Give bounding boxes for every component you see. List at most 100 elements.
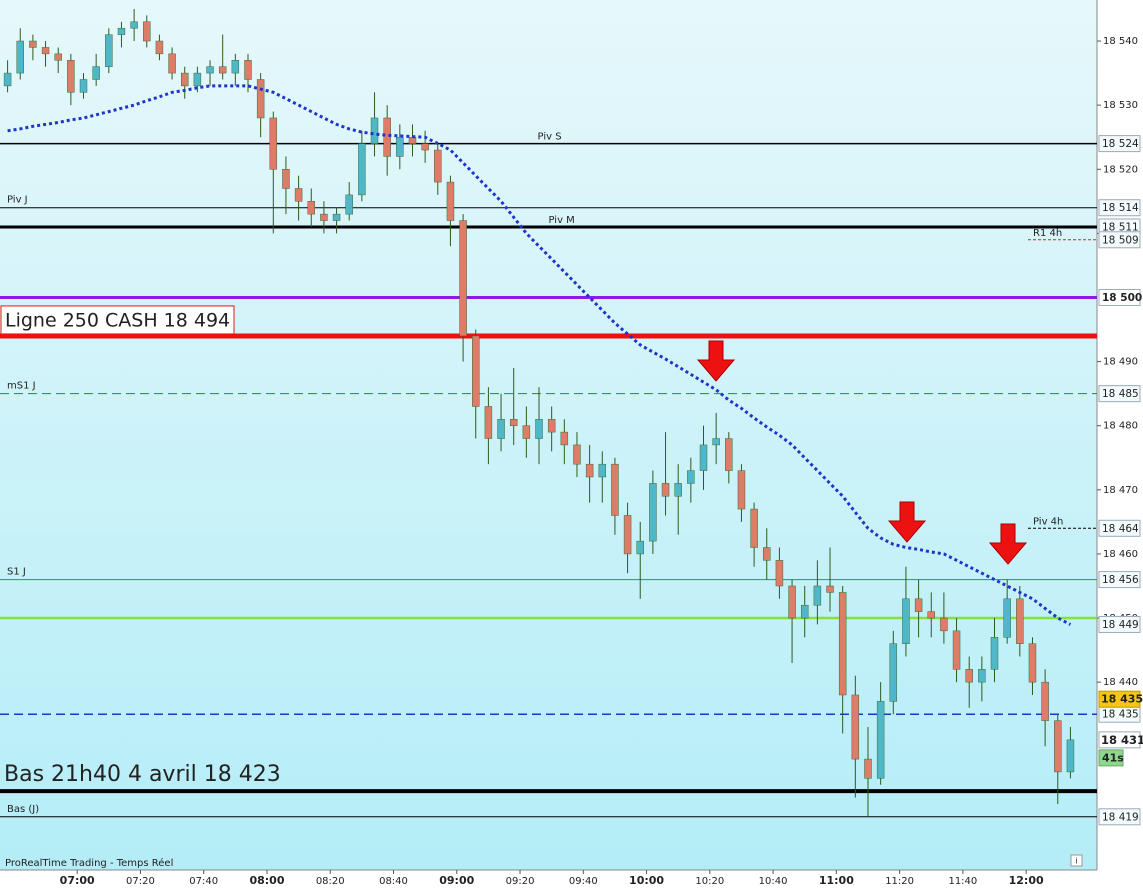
x-tick-label: 12:00 [1009, 874, 1044, 887]
price-box: 18 485 [1098, 385, 1141, 403]
price-box-bg [1098, 385, 1141, 403]
candle-body [889, 643, 898, 702]
price-box-label: 18 456 [1102, 574, 1139, 586]
x-tick-label: 09:20 [506, 876, 535, 887]
time-axis [0, 870, 1097, 889]
level-label: R1 4h [1033, 228, 1062, 239]
price-box: 18 524 [1098, 135, 1141, 153]
candle-body [294, 188, 303, 202]
candle-body [383, 117, 391, 157]
price-box-label: 18 419 [1102, 811, 1139, 823]
price-box: 18 456 [1098, 571, 1141, 589]
candle-body [902, 598, 910, 644]
candle-body [826, 585, 834, 593]
price-box-label: 18 514 [1102, 202, 1139, 214]
candle-body [1016, 598, 1024, 644]
candle-body [193, 72, 202, 87]
candle-body [181, 72, 189, 87]
candle-body [775, 560, 784, 587]
y-tick-label: 18 470 [1103, 485, 1138, 496]
candle-body [244, 60, 252, 80]
level-label: Piv S [538, 132, 562, 143]
moving-average [7, 84, 1072, 626]
x-tick-label: 10:20 [695, 876, 724, 887]
price-box: 18 435 [1098, 690, 1143, 708]
candle-body [1028, 643, 1037, 683]
info-icon[interactable] [1070, 854, 1083, 867]
candle-body [130, 21, 138, 29]
price-box-bg [1098, 135, 1141, 153]
candle-body [79, 79, 88, 93]
candle-body [231, 60, 240, 74]
candle-body [105, 34, 113, 67]
candle-body [345, 194, 353, 215]
price-box-bg [1098, 519, 1141, 537]
candle-body [307, 201, 315, 215]
x-tick-label: 11:40 [948, 876, 977, 887]
price-box-label: 18 449 [1102, 619, 1139, 631]
candle-body [522, 425, 531, 439]
level-label: Piv 4h [1033, 516, 1063, 527]
x-tick-label: 07:00 [60, 874, 95, 887]
y-tick-label: 18 440 [1103, 677, 1138, 688]
candle-body [914, 598, 923, 612]
level-label: Piv J [7, 195, 28, 206]
candle-body [117, 27, 126, 35]
candle-body [472, 335, 480, 407]
level-label: Bas (J) [7, 804, 39, 815]
price-box: 18 464 [1098, 519, 1141, 537]
candle-body [29, 40, 37, 48]
candle-body [813, 585, 822, 606]
price-box-bg [1098, 199, 1141, 217]
footer: ProRealTime Trading - Temps Réel [5, 857, 173, 869]
candle-body [509, 419, 518, 426]
candle-body [16, 40, 24, 74]
arrow [696, 340, 736, 382]
level-label-box [0, 305, 235, 335]
price-box-label: 18 500 [1102, 292, 1142, 304]
price-box: 18 500 [1098, 288, 1142, 306]
x-tick-label: 10:40 [759, 876, 788, 887]
candle-body [585, 463, 594, 478]
candle-body [1054, 720, 1062, 773]
candle-body [256, 79, 265, 119]
price-box: 18 511 [1098, 218, 1141, 236]
candle-body [687, 470, 695, 484]
x-tick-label: 10:00 [629, 874, 664, 887]
timer: 41s [1102, 751, 1124, 764]
candle-body [1041, 681, 1049, 721]
last-price-bg [1098, 731, 1141, 749]
x-tick-label: 09:40 [569, 876, 598, 887]
arrows [696, 340, 1028, 565]
candle-body [54, 53, 62, 61]
candle-body [573, 444, 581, 465]
candle-body [940, 617, 948, 632]
price-box: 18 509 [1098, 231, 1141, 249]
y-tick-label: 18 490 [1103, 357, 1138, 368]
price-box: 18 435 [1098, 705, 1141, 723]
candle-body [800, 604, 809, 619]
candle-body [737, 470, 746, 510]
candle-body [332, 213, 341, 221]
candle-body [143, 21, 151, 42]
candle-body [623, 515, 632, 555]
arrow [887, 501, 927, 543]
x-tick-label: 11:20 [885, 876, 914, 887]
x-tick-label: 08:40 [379, 876, 408, 887]
candle-body [560, 431, 569, 446]
price-box-bg [1098, 615, 1141, 633]
x-tick-label: 08:00 [249, 874, 284, 887]
level-label: Bas 21h40 4 avril 18 423 [4, 762, 281, 787]
candle-body [725, 438, 733, 471]
candle-body [67, 60, 75, 93]
x-tick-label: 09:00 [439, 874, 474, 887]
price-box-label: 18 435 [1102, 709, 1139, 721]
candle-body [206, 66, 214, 74]
last-price: 18 431 [1101, 733, 1143, 747]
price-box-bg [1098, 808, 1141, 826]
price-box-label: 18 509 [1102, 234, 1139, 246]
candle-body [168, 53, 176, 74]
level-label: Ligne 250 CASH 18 494 [5, 309, 230, 331]
candle-body [978, 669, 986, 683]
